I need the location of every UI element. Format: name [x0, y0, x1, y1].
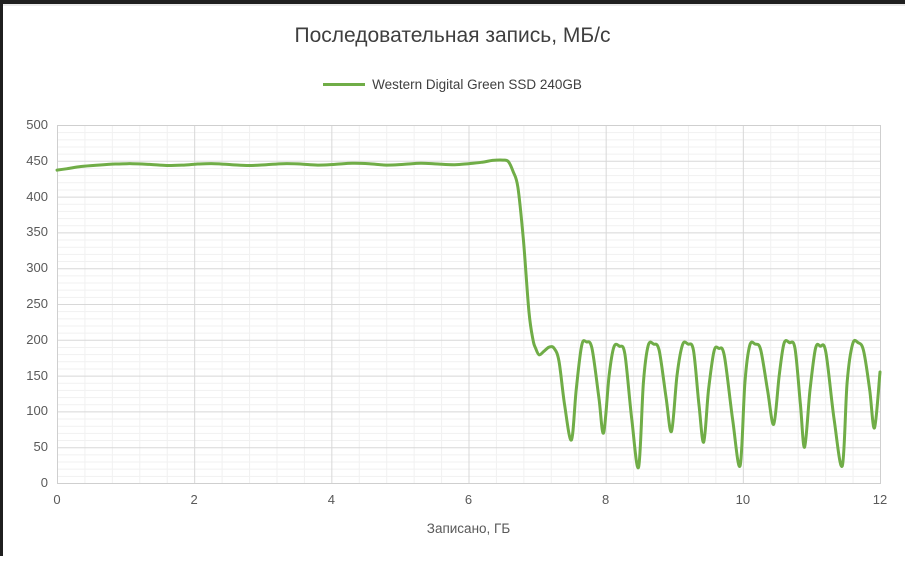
x-tick-label: 6	[464, 492, 473, 507]
y-tick-label: 250	[26, 296, 48, 311]
y-tick-label: 150	[26, 367, 48, 383]
legend-line-swatch	[323, 82, 366, 86]
y-tick-label: 400	[26, 188, 48, 204]
window-frame-top-shadow	[0, 4, 905, 6]
chart-title: Последовательная запись, МБ/с	[294, 24, 611, 47]
window-frame-top	[0, 0, 905, 4]
legend: Western Digital Green SSD 240GB	[0, 76, 905, 92]
plot-border	[57, 125, 881, 484]
x-tick-label: 8	[602, 492, 610, 507]
window-frame-left	[0, 0, 3, 556]
y-tick-label: 500	[26, 117, 48, 132]
y-tick-label: 200	[26, 331, 48, 347]
legend-series-label: Western Digital Green SSD 240GB	[372, 76, 582, 92]
y-tick-label: 50	[33, 439, 48, 455]
y-tick-label: 0	[40, 475, 48, 490]
y-tick-label: 350	[26, 224, 48, 240]
x-tick-label: 12	[872, 492, 888, 507]
y-tick-label: 300	[26, 260, 48, 276]
series-line	[55, 158, 882, 470]
x-tick-label: 4	[327, 492, 335, 507]
x-tick-label: 2	[190, 492, 198, 507]
x-tick-label: 0	[53, 492, 61, 507]
y-tick-label: 100	[26, 403, 48, 419]
y-tick-label: 450	[26, 152, 48, 168]
x-axis-title: Записано, ГБ	[426, 521, 511, 536]
x-tick-label: 10	[735, 492, 751, 507]
